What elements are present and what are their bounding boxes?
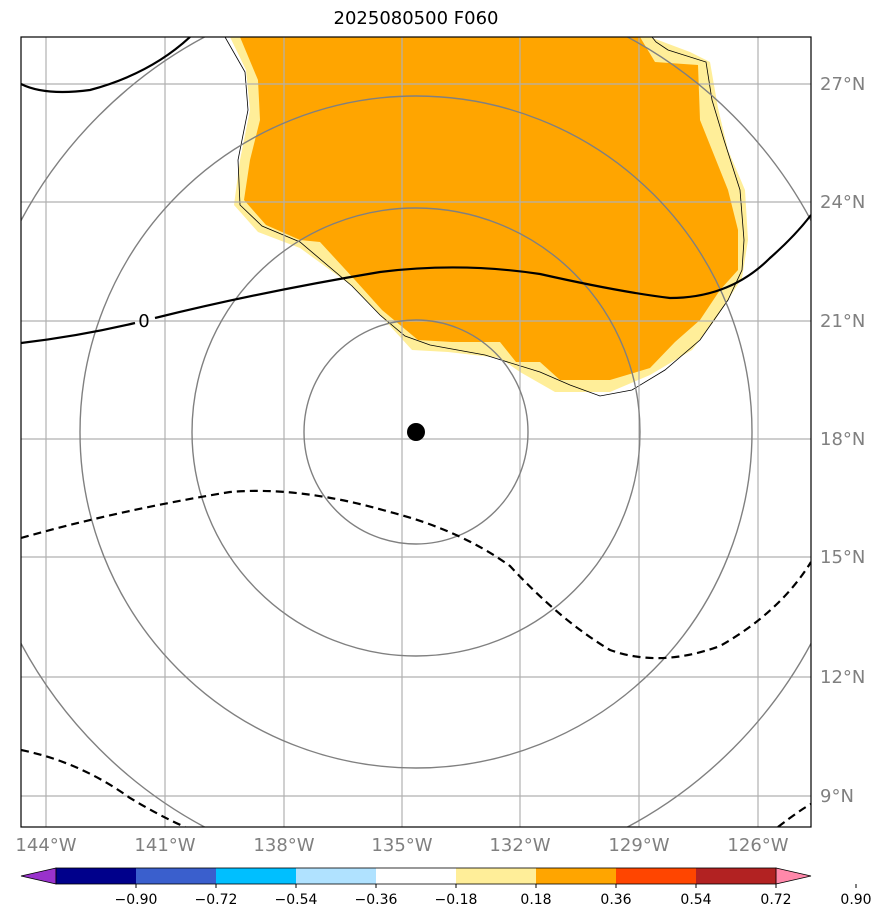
colorbar-segment bbox=[456, 868, 537, 884]
lat-label: 21°N bbox=[820, 311, 865, 332]
colorbar-frame bbox=[55, 867, 777, 885]
lat-label: 27°N bbox=[820, 74, 865, 95]
shaded-region-core bbox=[240, 37, 738, 380]
lat-label: 15°N bbox=[820, 547, 865, 568]
lon-label: 135°W bbox=[371, 835, 432, 856]
range-ring bbox=[191, 207, 641, 657]
colorbar-tick-label: −0.72 bbox=[195, 892, 238, 908]
contour-dashed-mid bbox=[21, 489, 811, 660]
colorbar-tick-label: −0.54 bbox=[275, 892, 318, 908]
colorbar-tick-label: −0.18 bbox=[435, 892, 478, 908]
colorbar: −0.90 −0.72 −0.54 −0.36 −0.18 0.18 0.36 0.54 0.7… bbox=[20, 867, 872, 908]
contour-dashed-low bbox=[21, 748, 186, 827]
colorbar-tick-label: 0.36 bbox=[600, 892, 631, 908]
colorbar-extend-right bbox=[775, 867, 812, 885]
lon-label: 141°W bbox=[134, 835, 195, 856]
contour-zero bbox=[21, 214, 811, 345]
colorbar-segment bbox=[136, 868, 217, 884]
lat-labels: 27°N 24°N 21°N 18°N 15°N 12°N 9°N bbox=[820, 74, 865, 807]
contour-dashed-corner bbox=[777, 803, 811, 827]
lon-label: 129°W bbox=[608, 835, 669, 856]
contour-dashed bbox=[21, 489, 811, 827]
lon-label: 138°W bbox=[253, 835, 314, 856]
colorbar-segment bbox=[296, 868, 377, 884]
colorbar-tick-label: 0.90 bbox=[840, 892, 871, 908]
range-ring bbox=[303, 319, 529, 545]
range-ring bbox=[79, 95, 753, 769]
map-frame bbox=[20, 36, 812, 828]
lat-label: 18°N bbox=[820, 429, 865, 450]
colorbar-tick-label: 0.18 bbox=[520, 892, 551, 908]
lon-label: 126°W bbox=[727, 835, 788, 856]
contour-solid-top bbox=[21, 37, 191, 94]
contour-zero-label: 0 bbox=[138, 311, 149, 332]
colorbar-segment bbox=[536, 868, 617, 884]
colorbar-segment bbox=[216, 868, 297, 884]
colorbar-tick-label: −0.90 bbox=[115, 892, 158, 908]
colorbar-extend-left bbox=[20, 867, 57, 885]
graticule bbox=[21, 37, 811, 827]
lon-label: 144°W bbox=[15, 835, 76, 856]
colorbar-tick-label: 0.72 bbox=[760, 892, 791, 908]
colorbar-segment bbox=[56, 868, 137, 884]
region-outline bbox=[224, 37, 745, 397]
colorbar-segment bbox=[376, 868, 457, 884]
colorbar-segment bbox=[616, 868, 697, 884]
colorbar-tick-label: 0.54 bbox=[680, 892, 711, 908]
lat-label: 24°N bbox=[820, 192, 865, 213]
map-area: 0 bbox=[21, 37, 811, 827]
range-rings bbox=[21, 37, 811, 827]
colorbar-tick-label: −0.36 bbox=[355, 892, 398, 908]
map-title: 2025080500 F060 bbox=[333, 8, 499, 29]
storm-center-marker bbox=[407, 423, 425, 441]
lon-labels: 144°W 141°W 138°W 135°W 132°W 129°W 126°… bbox=[15, 835, 788, 856]
colorbar-segment bbox=[696, 868, 777, 884]
lat-label: 12°N bbox=[820, 667, 865, 688]
lat-label: 9°N bbox=[820, 786, 854, 807]
lon-label: 132°W bbox=[489, 835, 550, 856]
